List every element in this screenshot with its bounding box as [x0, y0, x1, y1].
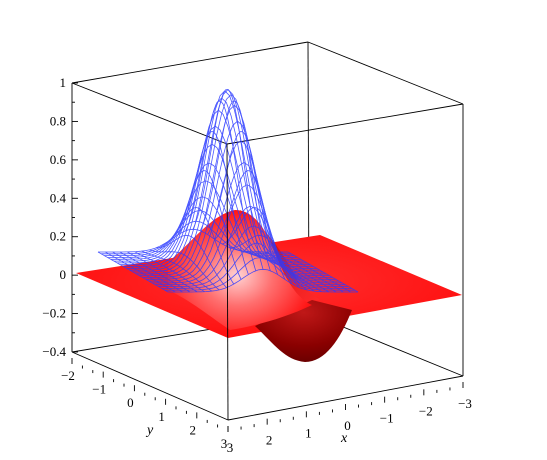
blue-wireframe-surface: [97, 88, 359, 293]
wireframe-line: [251, 251, 322, 293]
axis-tick-labels: 1 0.8 0.6 0.4 0.2 0 −0.2 −0.4 −2 −1 0 1 2 3 3 2 1 0 −1 −2 −3: [42, 75, 472, 455]
y-tick-label: 2: [190, 422, 197, 437]
wireframe-line: [119, 251, 191, 293]
z-tick-label: 0.4: [50, 190, 67, 205]
y-tick-label: −1: [92, 382, 106, 397]
x-tick-label: 2: [266, 433, 273, 448]
z-tick-label: 0.2: [50, 229, 66, 244]
z-tick-label: 0.6: [50, 152, 67, 167]
wireframe-line: [192, 89, 264, 270]
z-tick-label: 0: [60, 267, 67, 282]
x-tick-label: −3: [458, 396, 472, 411]
y-tick-label: 1: [158, 409, 165, 424]
wireframe-line: [207, 131, 278, 275]
wireframe-line: [112, 251, 183, 293]
wireframe-line: [229, 234, 300, 288]
z-tick-label: 1: [60, 75, 67, 90]
wireframe-line: [273, 251, 344, 293]
wireframe-line: [134, 251, 205, 293]
y-tick-label: 3: [221, 436, 228, 451]
y-tick-label: 0: [127, 395, 134, 410]
wireframe-line: [214, 170, 286, 280]
wireframe-line: [244, 250, 315, 292]
wireframe-line: [199, 100, 271, 271]
wireframe-line: [141, 250, 213, 292]
x-tick-label: −1: [380, 411, 394, 426]
y-axis-title: y: [145, 423, 154, 438]
wireframe-line: [265, 251, 337, 293]
z-tick-label: −0.4: [42, 344, 66, 359]
x-axis-title: x: [340, 431, 348, 446]
z-tick-label: −0.2: [42, 306, 66, 321]
wireframe-line: [149, 249, 220, 291]
wireframe-line: [105, 251, 176, 293]
x-tick-label: 0: [344, 418, 351, 433]
y-tick-label: −2: [61, 368, 75, 383]
wireframe-line: [258, 251, 330, 293]
axis-ticks: [71, 82, 464, 432]
x-tick-label: −2: [419, 403, 433, 418]
wireframe-line: [127, 251, 198, 293]
wireframe-line: [97, 251, 169, 293]
x-tick-label: 3: [227, 440, 234, 455]
wireframe-line: [287, 251, 359, 293]
wireframe-line: [170, 170, 242, 280]
wireframe-line: [280, 251, 351, 293]
box-front-edges: [71, 104, 464, 421]
x-tick-label: 1: [305, 425, 312, 440]
wireframe-line: [156, 234, 227, 288]
z-tick-label: 0.8: [50, 113, 66, 128]
